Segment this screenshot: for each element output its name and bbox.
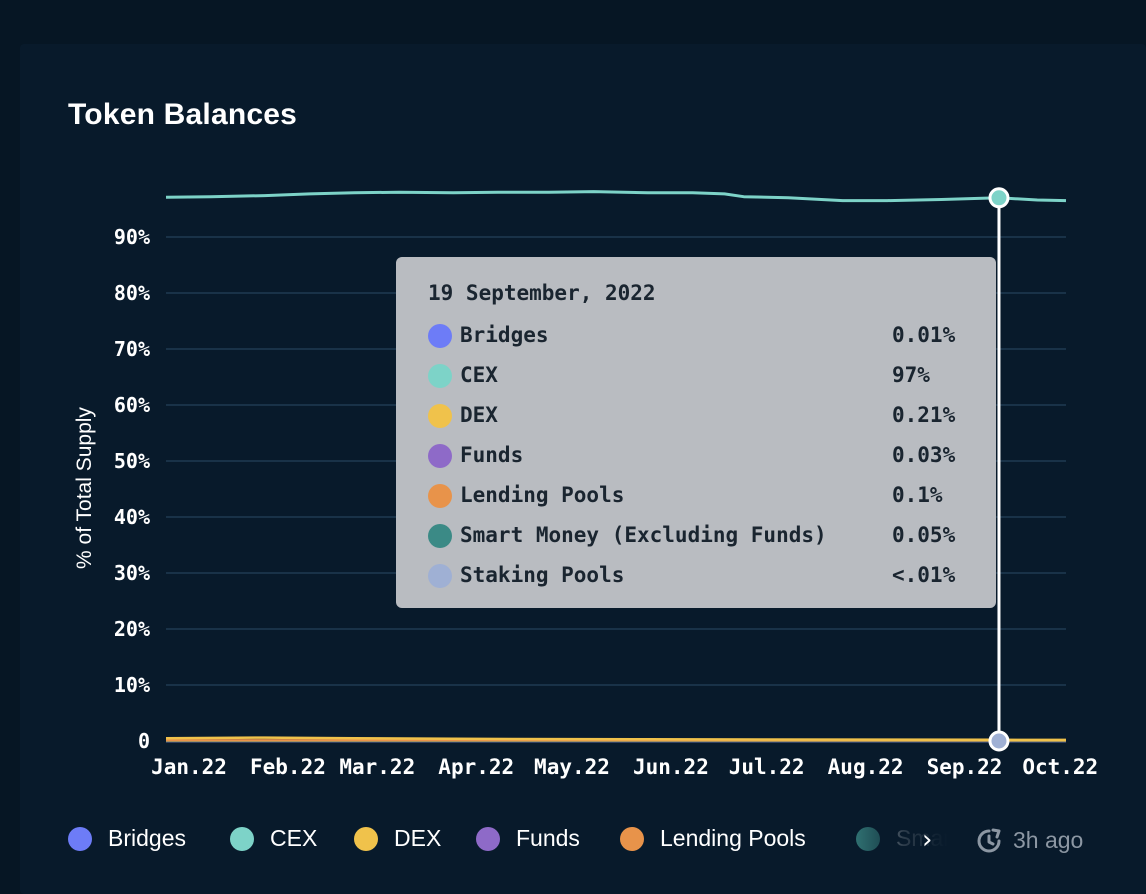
x-tick-label: Sep.22 xyxy=(927,755,1003,779)
tooltip-series-value: 0.21% xyxy=(892,403,956,427)
series-dot-icon xyxy=(428,564,452,588)
series-line xyxy=(165,190,1067,203)
series-dot-icon xyxy=(428,484,452,508)
tooltip-row: Smart Money (Excluding Funds) 0.05% xyxy=(428,521,968,551)
hover-tooltip: 19 September, 2022 Bridges 0.01% CEX 97% DEX… xyxy=(396,257,996,608)
tooltip-row: Lending Pools 0.1% xyxy=(428,481,968,511)
legend-dot-icon xyxy=(68,827,92,851)
tooltip-series-name: Lending Pools xyxy=(460,483,625,507)
series-dot-icon xyxy=(428,364,452,388)
legend-fade xyxy=(838,822,948,858)
series-dot-icon xyxy=(428,444,452,468)
y-tick-label: 90% xyxy=(114,225,150,249)
legend-label: Funds xyxy=(516,825,580,851)
tooltip-series-value: 97% xyxy=(892,363,930,387)
tooltip-series-value: 0.05% xyxy=(892,523,956,547)
x-tick-label: Aug.22 xyxy=(828,755,904,779)
y-tick-label: 20% xyxy=(114,617,150,641)
tooltip-row: Bridges 0.01% xyxy=(428,321,968,351)
tooltip-row: Staking Pools <.01% xyxy=(428,561,968,591)
x-tick-label: Jul.22 xyxy=(729,755,805,779)
hover-marker xyxy=(988,187,1010,209)
x-tick-label: May.22 xyxy=(534,755,610,779)
x-tick-label: Mar.22 xyxy=(339,755,415,779)
legend-label: Bridges xyxy=(108,825,186,851)
legend-dot-icon xyxy=(620,827,644,851)
tooltip-row: Funds 0.03% xyxy=(428,441,968,471)
tooltip-series-name: Funds xyxy=(460,443,524,467)
legend-label: CEX xyxy=(270,825,318,851)
series-dot-icon xyxy=(428,404,452,428)
y-tick-label: 10% xyxy=(114,673,150,697)
tooltip-series-name: DEX xyxy=(460,403,498,427)
updated-time: 3h ago xyxy=(1013,827,1084,853)
legend-dot-icon xyxy=(354,827,378,851)
y-tick-label: 40% xyxy=(114,505,150,529)
x-tick-label: Apr.22 xyxy=(438,755,514,779)
tooltip-series-name: CEX xyxy=(460,363,498,387)
tooltip-series-value: <.01% xyxy=(892,563,956,587)
x-tick-label: Jan.22 xyxy=(151,755,227,779)
y-tick-label: 80% xyxy=(114,281,150,305)
y-tick-label: 30% xyxy=(114,561,150,585)
tooltip-series-name: Smart Money (Excluding Funds) xyxy=(460,523,827,547)
chart-title: Token Balances xyxy=(68,98,298,131)
y-tick-label: 0 xyxy=(138,729,150,753)
tooltip-series-name: Staking Pools xyxy=(460,563,625,587)
tooltip-series-value: 0.01% xyxy=(892,323,956,347)
tooltip-series-name: Bridges xyxy=(460,323,549,347)
x-tick-label: Jun.22 xyxy=(633,755,709,779)
series-dot-icon xyxy=(428,324,452,348)
tooltip-row: DEX 0.21% xyxy=(428,401,968,431)
tooltip-date: 19 September, 2022 xyxy=(428,281,656,305)
x-tick-label: Oct.22 xyxy=(1022,755,1098,779)
tooltip-row: CEX 97% xyxy=(428,361,968,391)
legend-dot-icon xyxy=(230,827,254,851)
tooltip-series-value: 0.03% xyxy=(892,443,956,467)
series-dot-icon xyxy=(428,524,452,548)
chevron-right-icon[interactable]: › xyxy=(922,825,933,855)
legend-dot-icon xyxy=(476,827,500,851)
x-tick-label: Feb.22 xyxy=(250,755,326,779)
y-axis-label: % of Total Supply xyxy=(73,407,96,569)
y-tick-label: 60% xyxy=(114,393,150,417)
legend-label: Lending Pools xyxy=(660,825,806,851)
legend-label: DEX xyxy=(394,825,442,851)
y-tick-label: 50% xyxy=(114,449,150,473)
y-tick-label: 70% xyxy=(114,337,150,361)
clock-refresh-icon xyxy=(977,828,1001,853)
hover-marker xyxy=(988,730,1010,752)
tooltip-series-value: 0.1% xyxy=(892,483,943,507)
